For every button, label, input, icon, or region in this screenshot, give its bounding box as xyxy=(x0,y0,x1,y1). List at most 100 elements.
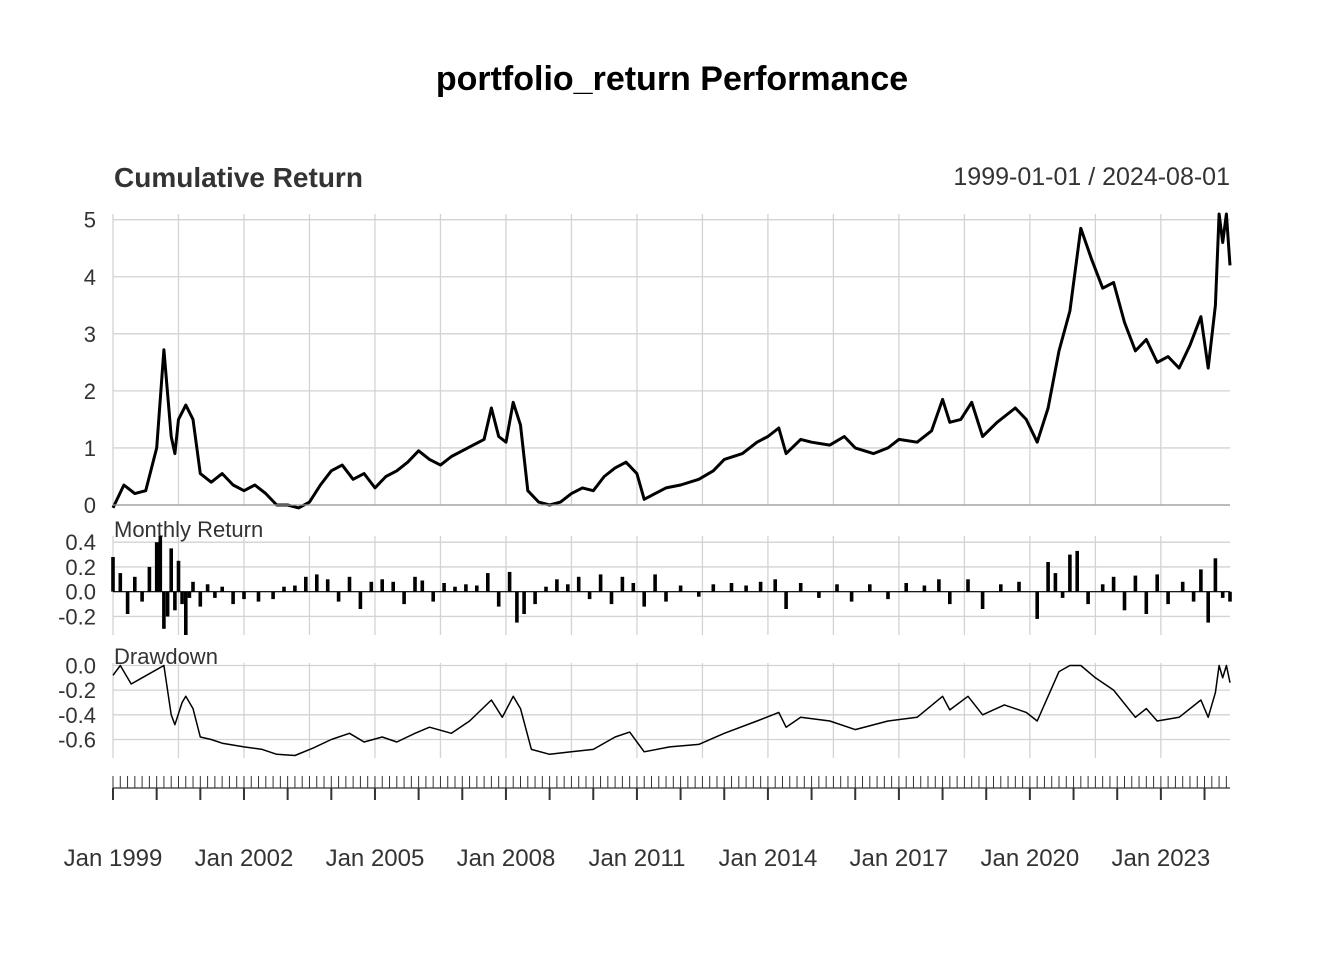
monthly-return-bar xyxy=(431,591,435,602)
monthly-return-bar xyxy=(369,581,374,592)
monthly-return-bar xyxy=(609,591,614,605)
monthly-return-bar xyxy=(1228,591,1232,602)
monthly-return-bar xyxy=(966,579,970,592)
monthly-return-bar xyxy=(180,591,184,605)
monthly-return-bar xyxy=(868,584,872,592)
date-range-label: 1999-01-01 / 2024-08-01 xyxy=(953,163,1230,191)
monthly-return-bar xyxy=(464,584,468,592)
monthly-return-bar xyxy=(1053,573,1058,592)
x-tick-label: Jan 2014 xyxy=(719,845,818,872)
monthly-return-bar xyxy=(486,573,490,592)
monthly-return-bar xyxy=(999,584,1003,592)
monthly-return-bar xyxy=(1122,591,1127,611)
monthly-return-bar xyxy=(886,591,890,600)
y-tick-label: -0.6 xyxy=(58,727,96,752)
monthly-return-bar xyxy=(1017,581,1021,592)
y-tick-label: 0 xyxy=(84,493,96,518)
monthly-return-bar xyxy=(205,584,210,592)
monthly-return-bar xyxy=(256,591,261,602)
monthly-return-bar xyxy=(1075,550,1079,592)
monthly-return-bar xyxy=(904,583,908,592)
monthly-return-bar xyxy=(315,574,319,592)
monthly-return-bar xyxy=(475,585,479,592)
monthly-return-panel-title: Monthly Return xyxy=(114,517,263,542)
y-tick-label: 0.2 xyxy=(65,555,96,580)
monthly-return-bar xyxy=(358,591,363,609)
monthly-return-bar xyxy=(642,591,646,607)
monthly-return-bar xyxy=(1199,569,1203,592)
monthly-return-bar xyxy=(1111,576,1116,592)
y-tick-label: 3 xyxy=(84,322,96,347)
monthly-return-bar xyxy=(1086,591,1090,605)
monthly-return-bar xyxy=(391,581,395,592)
monthly-return-bar xyxy=(140,591,144,602)
monthly-return-bar xyxy=(187,591,192,598)
monthly-return-bar xyxy=(729,583,734,592)
monthly-return-bar xyxy=(620,576,625,592)
y-tick-label: 0.0 xyxy=(65,580,96,605)
monthly-return-bar xyxy=(198,591,203,607)
x-tick-label: Jan 2008 xyxy=(457,845,556,872)
monthly-return-bar xyxy=(176,560,181,592)
monthly-return-bar xyxy=(784,591,788,609)
monthly-return-bar xyxy=(533,591,537,605)
monthly-return-bar xyxy=(496,591,501,607)
monthly-return-bar xyxy=(453,586,457,592)
monthly-return-bar xyxy=(515,591,519,623)
monthly-return-bar xyxy=(191,581,195,592)
x-tick-label: Jan 2023 xyxy=(1111,845,1210,872)
monthly-return-bar xyxy=(304,576,308,592)
y-tick-label: 1 xyxy=(84,436,96,461)
monthly-return-bar xyxy=(165,591,170,617)
monthly-return-bar xyxy=(111,557,115,592)
monthly-return-bar xyxy=(544,586,548,592)
monthly-return-bar xyxy=(1180,581,1185,592)
monthly-return-bar xyxy=(697,591,701,597)
monthly-return-bar xyxy=(282,586,286,592)
monthly-return-bar xyxy=(948,591,952,605)
monthly-return-bar xyxy=(147,566,152,592)
monthly-return-bar xyxy=(402,591,406,605)
monthly-return-bar xyxy=(325,579,330,592)
monthly-return-bar xyxy=(980,591,985,609)
monthly-return-bar xyxy=(293,585,297,592)
monthly-return-bar xyxy=(507,571,512,592)
monthly-return-bar xyxy=(420,580,425,592)
monthly-return-bar xyxy=(184,591,188,635)
y-tick-label: 0.4 xyxy=(65,530,96,555)
x-axis-labels: Jan 1999 Jan 2002 Jan 2005 Jan 2008 Jan 2011… xyxy=(64,845,1211,872)
monthly-return-bar xyxy=(744,585,748,592)
monthly-return-bar xyxy=(576,576,581,592)
monthly-return-bar xyxy=(1060,591,1065,598)
monthly-return-bar xyxy=(347,576,352,592)
monthly-return-bar xyxy=(664,591,668,602)
monthly-return-bar xyxy=(758,581,763,592)
monthly-return-bar xyxy=(937,579,941,592)
y-tick-label: -0.4 xyxy=(58,703,96,728)
monthly-return-bar xyxy=(169,548,173,592)
drawdown-panel-title: Drawdown xyxy=(114,644,218,669)
monthly-return-bar xyxy=(555,579,559,592)
monthly-return-bar xyxy=(653,574,657,592)
monthly-return-bar xyxy=(678,585,683,592)
x-tick-label: Jan 2002 xyxy=(195,845,294,872)
monthly-return-bar xyxy=(773,579,777,592)
monthly-return-bar xyxy=(213,591,217,598)
monthly-return-bar xyxy=(442,583,446,592)
monthly-return-bar xyxy=(587,591,592,600)
marks-layer xyxy=(111,212,1232,757)
drawdown-line xyxy=(112,664,1231,757)
monthly-return-bar xyxy=(598,574,603,592)
monthly-return-bar xyxy=(133,576,137,592)
monthly-return-bar xyxy=(413,576,417,592)
x-tick-label: Jan 2005 xyxy=(326,845,425,872)
x-tick-label: Jan 2017 xyxy=(850,845,949,872)
monthly-return-bar xyxy=(922,585,927,592)
monthly-return-bar xyxy=(271,591,275,600)
monthly-return-bar xyxy=(380,579,384,592)
monthly-return-bar xyxy=(1144,591,1149,614)
monthly-return-bar xyxy=(566,584,570,592)
